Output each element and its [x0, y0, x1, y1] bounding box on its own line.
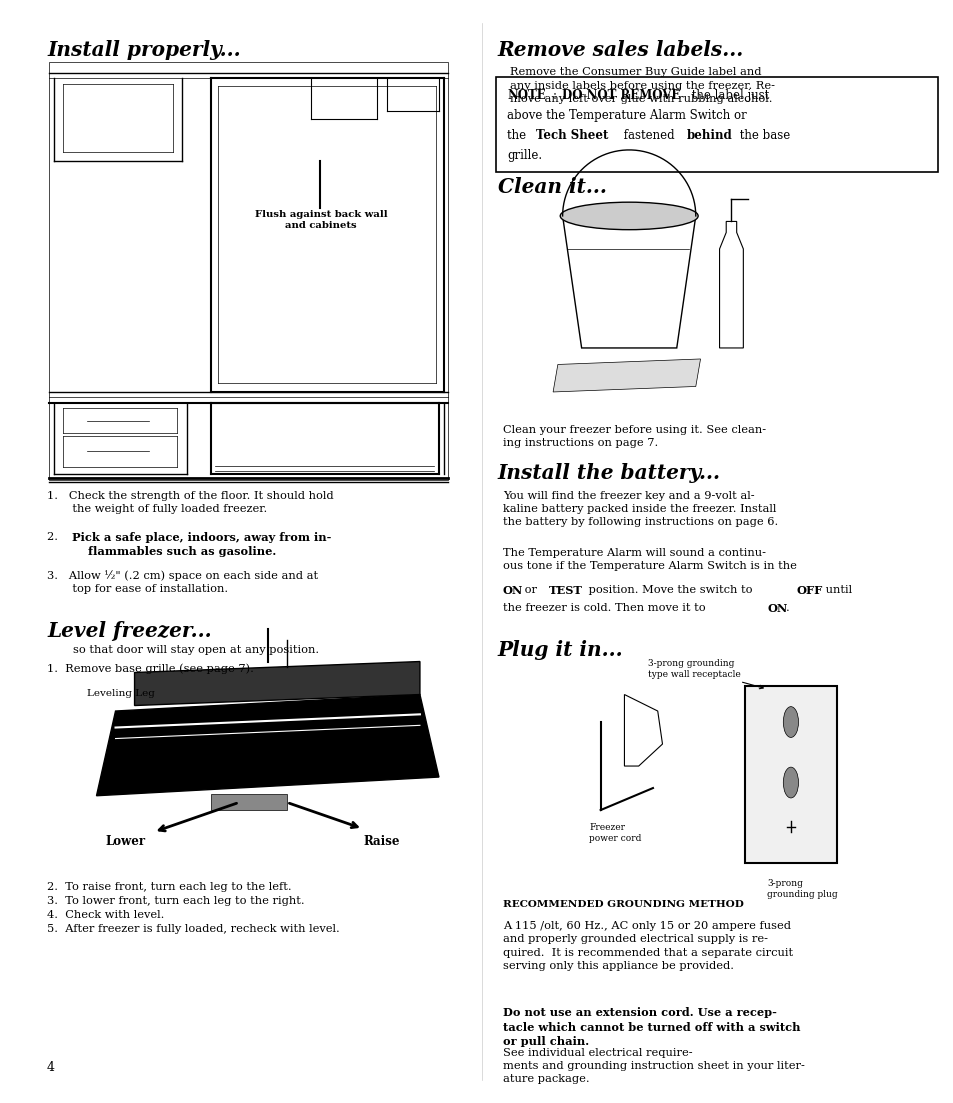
Text: Remove sales labels...: Remove sales labels... — [497, 40, 743, 60]
Text: Remove the Consumer Buy Guide label and
any inside labels before using the freez: Remove the Consumer Buy Guide label and … — [510, 67, 775, 104]
Text: Install properly...: Install properly... — [47, 40, 240, 60]
Polygon shape — [211, 793, 287, 810]
Text: Flush against back wall
and cabinets: Flush against back wall and cabinets — [254, 211, 387, 229]
Text: 3.   Allow ½" (.2 cm) space on each side and at
       top for ease of installat: 3. Allow ½" (.2 cm) space on each side a… — [47, 570, 318, 595]
Text: Do not use an extension cord. Use a recep-
tacle which cannot be turned off with: Do not use an extension cord. Use a rece… — [502, 1007, 800, 1047]
Text: The Temperature Alarm will sound a continu-
ous tone if the Temperature Alarm Sw: The Temperature Alarm will sound a conti… — [502, 548, 796, 571]
Ellipse shape — [559, 202, 698, 229]
Text: Leveling Leg: Leveling Leg — [87, 689, 154, 698]
Text: the base: the base — [735, 129, 789, 142]
Text: fastened: fastened — [619, 129, 678, 142]
Text: Raise: Raise — [363, 835, 399, 848]
Polygon shape — [624, 695, 661, 767]
Text: 3-prong
grounding plug: 3-prong grounding plug — [766, 879, 837, 899]
Text: Pick a safe place, indoors, away from in-
    flammables such as gasoline.: Pick a safe place, indoors, away from in… — [71, 532, 331, 557]
Text: ON: ON — [502, 585, 522, 596]
Text: A 115 /olt, 60 Hz., AC only 15 or 20 ampere fused
and properly grounded electric: A 115 /olt, 60 Hz., AC only 15 or 20 amp… — [502, 921, 792, 971]
Text: .: . — [785, 603, 789, 613]
Text: Lower: Lower — [105, 835, 145, 848]
Text: NOTE: NOTE — [507, 89, 546, 103]
Text: You will find the freezer key and a 9-volt al-
kaline battery packed inside the : You will find the freezer key and a 9-vo… — [502, 491, 777, 527]
Polygon shape — [96, 695, 438, 795]
Polygon shape — [553, 358, 700, 392]
Text: Freezer
power cord: Freezer power cord — [589, 823, 641, 843]
Polygon shape — [562, 216, 695, 347]
FancyBboxPatch shape — [744, 686, 836, 863]
Text: position. Move the switch to: position. Move the switch to — [585, 585, 756, 595]
Text: 2.: 2. — [47, 532, 62, 542]
Text: 4: 4 — [47, 1061, 55, 1074]
Text: See individual electrical require-
ments and grounding instruction sheet in your: See individual electrical require- ments… — [502, 1048, 803, 1084]
Text: the: the — [507, 129, 530, 142]
FancyBboxPatch shape — [496, 77, 938, 172]
Text: Tech Sheet: Tech Sheet — [536, 129, 608, 142]
Text: Clean it...: Clean it... — [497, 178, 606, 197]
Text: behind: behind — [685, 129, 731, 142]
Text: :: : — [553, 89, 560, 103]
Text: Plug it in...: Plug it in... — [497, 640, 623, 660]
Text: Install the battery...: Install the battery... — [497, 463, 720, 483]
Text: ON: ON — [766, 603, 786, 614]
Text: 1.   Check the strength of the floor. It should hold
       the weight of fully : 1. Check the strength of the floor. It s… — [47, 491, 334, 514]
Text: 1.  Remove base grille (see page 7).: 1. Remove base grille (see page 7). — [47, 664, 253, 674]
Ellipse shape — [782, 707, 798, 738]
Text: Level freezer...: Level freezer... — [47, 621, 212, 641]
Text: DO NOT REMOVE: DO NOT REMOVE — [561, 89, 679, 103]
Text: grille.: grille. — [507, 149, 542, 162]
Text: until: until — [821, 585, 852, 595]
FancyBboxPatch shape — [49, 62, 448, 480]
Polygon shape — [134, 662, 419, 706]
Text: OFF: OFF — [796, 585, 822, 596]
Text: TEST: TEST — [549, 585, 582, 596]
Text: so that door will stay open at any position.: so that door will stay open at any posit… — [72, 645, 318, 655]
Text: the freezer is cold. Then move it to: the freezer is cold. Then move it to — [502, 603, 708, 613]
Text: RECOMMENDED GROUNDING METHOD: RECOMMENDED GROUNDING METHOD — [502, 900, 742, 909]
Polygon shape — [719, 222, 742, 347]
Text: 3-prong grounding
type wall receptacle: 3-prong grounding type wall receptacle — [647, 660, 762, 688]
Text: above the Temperature Alarm Switch or: above the Temperature Alarm Switch or — [507, 109, 746, 122]
Text: Clean your freezer before using it. See clean-
ing instructions on page 7.: Clean your freezer before using it. See … — [502, 425, 765, 448]
Ellipse shape — [782, 768, 798, 797]
Text: the label just: the label just — [687, 89, 769, 103]
Text: or: or — [520, 585, 539, 595]
Text: 2.  To raise front, turn each leg to the left.
3.  To lower front, turn each leg: 2. To raise front, turn each leg to the … — [47, 881, 339, 933]
